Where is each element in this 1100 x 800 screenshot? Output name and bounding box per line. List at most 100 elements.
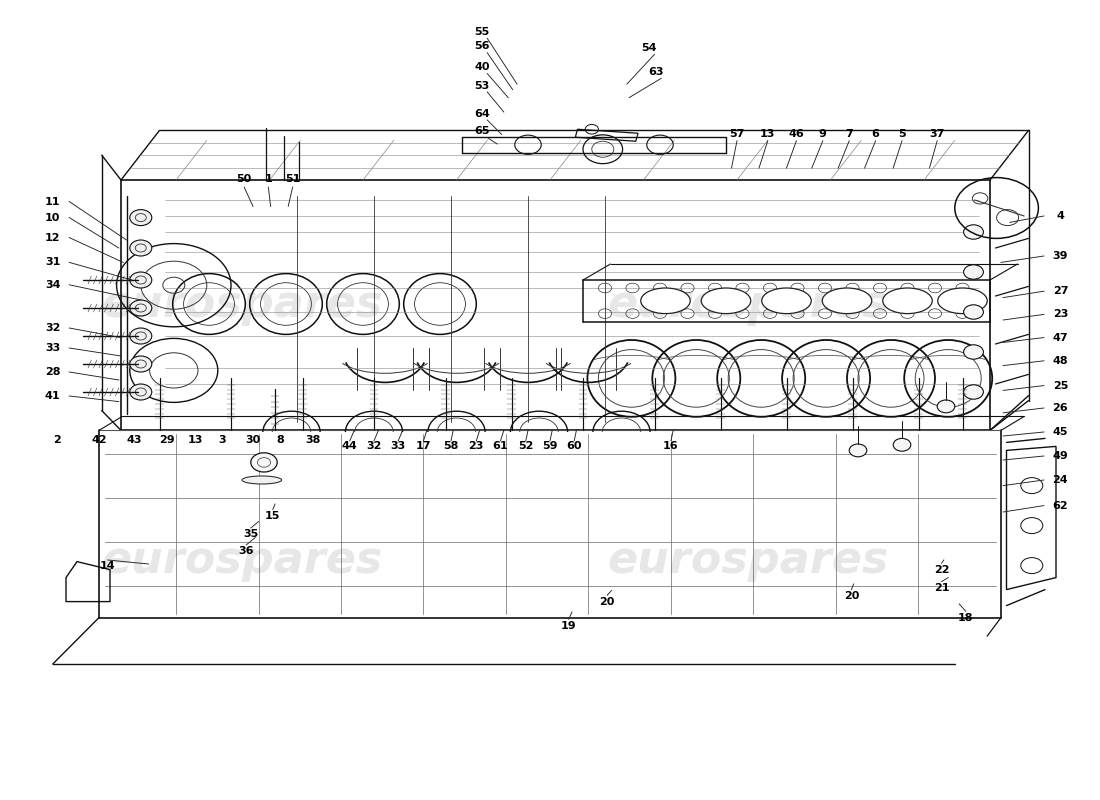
Ellipse shape (242, 476, 282, 484)
Circle shape (964, 345, 983, 359)
Ellipse shape (937, 288, 988, 314)
Text: 4: 4 (1056, 211, 1065, 221)
Text: 62: 62 (1053, 501, 1068, 510)
Text: 33: 33 (390, 441, 406, 450)
Text: 27: 27 (1053, 286, 1068, 296)
Text: 49: 49 (1053, 451, 1068, 461)
Circle shape (1021, 478, 1043, 494)
Circle shape (964, 305, 983, 319)
Text: eurospares: eurospares (101, 538, 383, 582)
Text: 20: 20 (600, 597, 615, 606)
Text: 63: 63 (648, 67, 663, 77)
Text: 30: 30 (245, 435, 261, 445)
Circle shape (1021, 558, 1043, 574)
Text: 42: 42 (91, 435, 107, 445)
Text: 45: 45 (1053, 427, 1068, 437)
Text: 43: 43 (126, 435, 142, 445)
Text: 46: 46 (789, 130, 804, 139)
Text: 41: 41 (45, 391, 60, 401)
Text: 18: 18 (958, 613, 974, 622)
Text: 17: 17 (416, 441, 431, 450)
Circle shape (130, 384, 152, 400)
Text: 65: 65 (474, 126, 490, 136)
Text: 50: 50 (236, 174, 252, 184)
Text: 20: 20 (844, 591, 859, 601)
Text: 19: 19 (561, 621, 576, 630)
Text: 9: 9 (818, 130, 827, 139)
Text: 36: 36 (239, 546, 254, 556)
Text: 32: 32 (366, 441, 382, 450)
Text: 25: 25 (1053, 381, 1068, 390)
Text: 23: 23 (469, 441, 484, 450)
Text: 10: 10 (45, 213, 60, 222)
Text: eurospares: eurospares (607, 282, 889, 326)
Text: 52: 52 (518, 441, 534, 450)
Text: 13: 13 (760, 130, 775, 139)
Circle shape (964, 385, 983, 399)
Circle shape (964, 225, 983, 239)
Circle shape (849, 444, 867, 457)
Text: 48: 48 (1053, 356, 1068, 366)
Ellipse shape (640, 288, 691, 314)
Text: 38: 38 (306, 435, 321, 445)
Text: 16: 16 (663, 441, 679, 450)
Text: 12: 12 (45, 233, 60, 242)
Text: 35: 35 (243, 530, 258, 539)
Text: 13: 13 (188, 435, 204, 445)
Circle shape (964, 265, 983, 279)
Text: 1: 1 (264, 174, 273, 184)
Text: 21: 21 (934, 583, 949, 593)
Text: 3: 3 (219, 435, 225, 445)
Text: 11: 11 (45, 197, 60, 206)
Text: 40: 40 (474, 62, 490, 72)
Circle shape (937, 400, 955, 413)
Circle shape (130, 300, 152, 316)
Text: 2: 2 (53, 435, 62, 445)
Text: 44: 44 (342, 441, 358, 450)
Circle shape (130, 356, 152, 372)
Circle shape (1021, 518, 1043, 534)
Circle shape (251, 453, 277, 472)
Text: 8: 8 (276, 435, 285, 445)
Circle shape (130, 328, 152, 344)
Text: 31: 31 (45, 258, 60, 267)
Text: 61: 61 (493, 441, 508, 450)
Text: 54: 54 (641, 43, 657, 53)
Circle shape (130, 240, 152, 256)
Text: 7: 7 (845, 130, 854, 139)
Text: 57: 57 (729, 130, 745, 139)
Text: 47: 47 (1053, 333, 1068, 342)
Text: 37: 37 (930, 130, 945, 139)
Ellipse shape (761, 288, 812, 314)
Text: 32: 32 (45, 323, 60, 333)
Circle shape (130, 210, 152, 226)
Text: eurospares: eurospares (607, 538, 889, 582)
Text: 39: 39 (1053, 251, 1068, 261)
Text: 28: 28 (45, 367, 60, 377)
Text: 24: 24 (1053, 475, 1068, 485)
Ellipse shape (823, 288, 871, 314)
Text: 23: 23 (1053, 310, 1068, 319)
Text: 26: 26 (1053, 403, 1068, 413)
Text: 33: 33 (45, 343, 60, 353)
Text: 6: 6 (871, 130, 880, 139)
Text: 51: 51 (285, 174, 300, 184)
Text: 15: 15 (265, 511, 280, 521)
Text: 29: 29 (160, 435, 175, 445)
Ellipse shape (882, 288, 933, 314)
Text: 53: 53 (474, 81, 490, 90)
Text: eurospares: eurospares (101, 282, 383, 326)
Text: 5: 5 (899, 130, 905, 139)
Ellipse shape (702, 288, 750, 314)
Text: 60: 60 (566, 441, 582, 450)
Text: 34: 34 (45, 280, 60, 290)
Text: 58: 58 (443, 441, 459, 450)
Text: 55: 55 (474, 27, 490, 37)
Circle shape (893, 438, 911, 451)
Text: 56: 56 (474, 42, 490, 51)
Circle shape (130, 272, 152, 288)
Text: 22: 22 (934, 565, 949, 574)
Text: 64: 64 (474, 109, 490, 118)
Text: 59: 59 (542, 441, 558, 450)
Text: 14: 14 (100, 562, 116, 571)
